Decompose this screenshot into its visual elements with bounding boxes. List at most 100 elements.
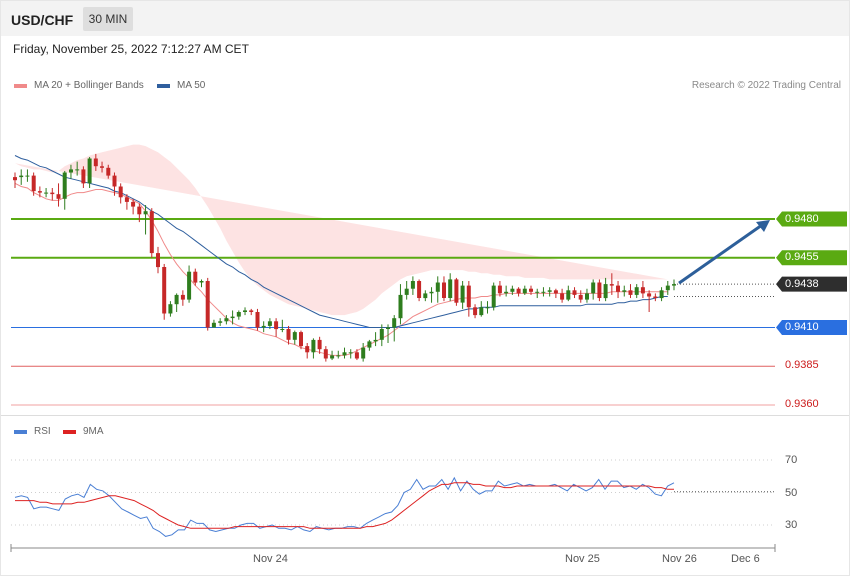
candle-body — [603, 284, 608, 299]
candle-up — [261, 321, 266, 333]
candle-up — [622, 285, 627, 297]
candle-up — [429, 287, 434, 303]
candle-body — [124, 197, 129, 202]
legend-label-ma50: MA 50 — [177, 80, 206, 91]
candle-body — [224, 318, 229, 322]
candle-down — [112, 172, 117, 196]
candle-body — [435, 282, 440, 292]
candle-down — [100, 161, 104, 173]
rsi-legend-item: RSI — [14, 426, 51, 437]
candle-body — [100, 166, 104, 168]
candle-up — [566, 285, 571, 302]
candle-body — [131, 201, 136, 207]
candle-down — [149, 208, 154, 258]
x-tick-label: Nov 24 — [253, 553, 288, 565]
candle-down — [13, 172, 17, 188]
candle-up — [174, 293, 179, 312]
candle-body — [305, 346, 310, 353]
candle-body — [516, 288, 521, 294]
candle-down — [597, 279, 602, 302]
x-tick-label: Nov 26 — [662, 553, 697, 565]
candle-body — [566, 290, 571, 300]
candle-body — [336, 355, 341, 357]
candle-up — [330, 350, 335, 361]
candle-up — [410, 276, 415, 295]
candle-up — [591, 279, 596, 300]
price-tag-resistance — [776, 211, 847, 227]
candle-body — [112, 175, 117, 187]
candle-body — [585, 293, 589, 300]
candle-down — [578, 290, 583, 303]
candle-body — [149, 211, 154, 254]
candle-down — [572, 287, 577, 299]
credit-text: Research © 2022 Trading Central — [691, 80, 841, 91]
x-tick-label: Nov 25 — [565, 553, 600, 565]
candle-body — [354, 352, 359, 359]
candle-down — [118, 183, 123, 204]
ma20-line — [14, 182, 668, 356]
candle-up — [348, 349, 353, 359]
candle-down — [640, 281, 645, 299]
candle-down — [560, 288, 565, 303]
candle-down — [417, 279, 422, 302]
candle-up — [62, 170, 67, 210]
candle-up — [69, 164, 73, 179]
candle-down — [299, 330, 303, 350]
candle-body — [404, 288, 409, 295]
candle-down — [249, 308, 254, 316]
timeframe-tab[interactable]: 30 MIN — [83, 7, 133, 31]
price-tag-label: 0.9480 — [785, 212, 819, 225]
candle-body — [529, 288, 533, 292]
candle-up — [292, 330, 297, 345]
candle-body — [267, 321, 272, 326]
price-tag-resistance — [776, 250, 847, 266]
candle-up — [665, 281, 670, 295]
candle-body — [653, 296, 658, 298]
candle-up — [541, 287, 546, 297]
rsi-ma-legend-label: 9MA — [83, 426, 104, 437]
candle-up — [236, 310, 241, 320]
candle-up — [19, 169, 24, 185]
chart-header: USD/CHF 30 MIN — [1, 1, 849, 36]
support-level-label: 0.9385 — [785, 359, 819, 372]
candle-up — [224, 315, 229, 325]
candle-body — [93, 158, 98, 167]
candle-body — [330, 355, 335, 359]
candle-down — [317, 336, 322, 354]
candle-down — [37, 186, 42, 198]
legend-item-ma20: MA 20 + Bollinger Bands — [14, 80, 144, 91]
candle-body — [392, 318, 397, 328]
candle-up — [460, 281, 465, 309]
candle-down — [93, 153, 98, 171]
candle-body — [454, 279, 459, 303]
candle-up — [479, 301, 484, 317]
candle-down — [106, 164, 111, 179]
candle-down — [473, 304, 478, 319]
candle-body — [13, 177, 17, 181]
candle-down — [647, 290, 652, 312]
candle-body — [286, 329, 291, 340]
candle-body — [299, 332, 303, 347]
candle-up — [342, 347, 347, 359]
candle-down — [193, 268, 198, 286]
candle-down — [616, 281, 620, 299]
legend-label-ma20: MA 20 + Bollinger Bands — [34, 80, 144, 91]
candle-down — [354, 349, 359, 361]
rsi-y-tick-label: 70 — [785, 454, 798, 466]
candle-body — [379, 329, 384, 340]
candle-body — [137, 206, 142, 215]
candle-body — [429, 291, 434, 294]
candle-up — [659, 287, 664, 302]
candle-body — [342, 352, 347, 356]
candle-body — [261, 325, 266, 328]
candle-down — [255, 308, 260, 331]
candle-body — [180, 294, 185, 300]
bollinger-band — [15, 144, 668, 316]
candle-body — [199, 281, 204, 283]
candle-up — [199, 279, 204, 288]
candle-up — [423, 290, 428, 302]
candle-body — [87, 158, 92, 184]
candle-body — [609, 284, 614, 286]
candle-up — [634, 284, 639, 299]
candle-body — [386, 327, 390, 329]
